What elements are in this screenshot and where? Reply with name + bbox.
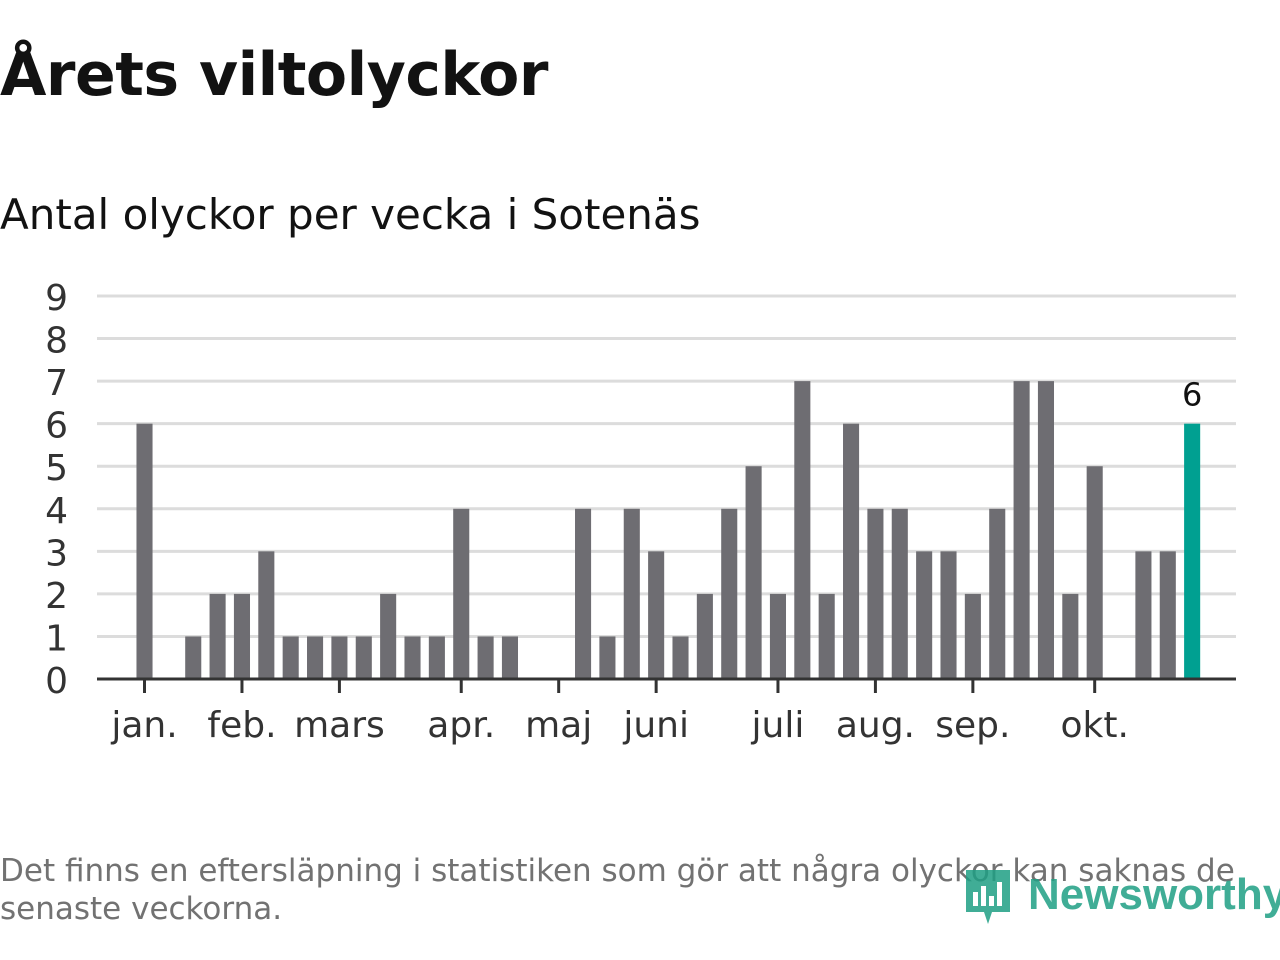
x-tick-label: maj <box>525 705 592 746</box>
bar <box>307 636 324 679</box>
bar <box>331 636 348 679</box>
x-tick-label: apr. <box>427 705 495 746</box>
bar <box>989 508 1006 679</box>
x-tick-label: sep. <box>935 705 1010 746</box>
bar <box>1037 381 1055 679</box>
x-tick-label: juli <box>751 705 805 746</box>
bar <box>185 636 202 679</box>
bar <box>891 508 908 679</box>
highlight-bar <box>1184 423 1201 679</box>
y-tick-label: 8 <box>45 321 68 362</box>
x-tick-label: jan. <box>110 705 177 746</box>
bar <box>1159 551 1176 679</box>
bars <box>136 381 1201 679</box>
bar <box>769 593 787 679</box>
bar <box>355 636 372 679</box>
bar <box>428 636 445 679</box>
bar <box>282 636 299 679</box>
bar <box>453 508 470 679</box>
bar <box>623 508 640 679</box>
bar <box>1086 466 1103 679</box>
y-tick-label: 7 <box>45 363 68 404</box>
x-tick-label: juni <box>622 705 689 746</box>
brand-name: Newsworthy <box>1028 870 1280 919</box>
bar <box>964 593 981 679</box>
highlight-data-label: 6 <box>1182 376 1202 414</box>
bar <box>599 636 616 679</box>
x-axis: jan. feb. mars apr. maj juni juli aug. sep. okt. <box>97 677 1236 746</box>
bar <box>721 508 738 679</box>
bar <box>843 423 860 679</box>
bar <box>233 593 251 679</box>
y-tick-label: 5 <box>45 448 68 489</box>
y-tick-label: 9 <box>45 278 68 319</box>
bar <box>867 508 884 679</box>
footnote: Det finns en eftersläpning i statistiken… <box>0 853 1235 927</box>
y-tick-label: 3 <box>45 533 68 574</box>
bar <box>1013 381 1030 679</box>
x-tick-label: aug. <box>836 705 915 746</box>
newsworthy-logo-icon <box>966 870 1010 924</box>
x-tick-label: feb. <box>207 705 276 746</box>
y-tick-label: 1 <box>45 618 68 659</box>
chart-title: Årets viltolyckor <box>0 40 549 110</box>
bar <box>575 508 592 679</box>
bar <box>916 551 933 679</box>
bar <box>209 593 226 679</box>
data-labels: 6 <box>1182 376 1202 414</box>
x-tick-label: mars <box>294 705 385 746</box>
bar <box>1062 593 1079 679</box>
bar <box>258 551 275 679</box>
bar <box>940 551 957 679</box>
bar <box>818 593 835 679</box>
bar <box>648 551 665 679</box>
y-tick-label: 2 <box>45 576 68 617</box>
bar <box>136 423 153 679</box>
y-tick-label: 0 <box>45 661 68 702</box>
x-tick-label: okt. <box>1060 705 1128 746</box>
y-tick-label: 4 <box>45 491 68 532</box>
grid-lines <box>97 294 1236 638</box>
bar <box>794 381 811 679</box>
y-tick-label: 6 <box>45 406 68 447</box>
bar <box>501 636 519 679</box>
bar <box>404 636 421 679</box>
newsworthy-logo: Newsworthy <box>962 860 1280 930</box>
bar <box>380 593 397 679</box>
chart-subtitle: Antal olyckor per vecka i Sotenäs <box>0 190 701 239</box>
bar <box>477 636 494 679</box>
bar <box>745 466 762 679</box>
bar <box>672 636 689 679</box>
bar <box>696 593 713 679</box>
bar <box>1135 551 1152 679</box>
